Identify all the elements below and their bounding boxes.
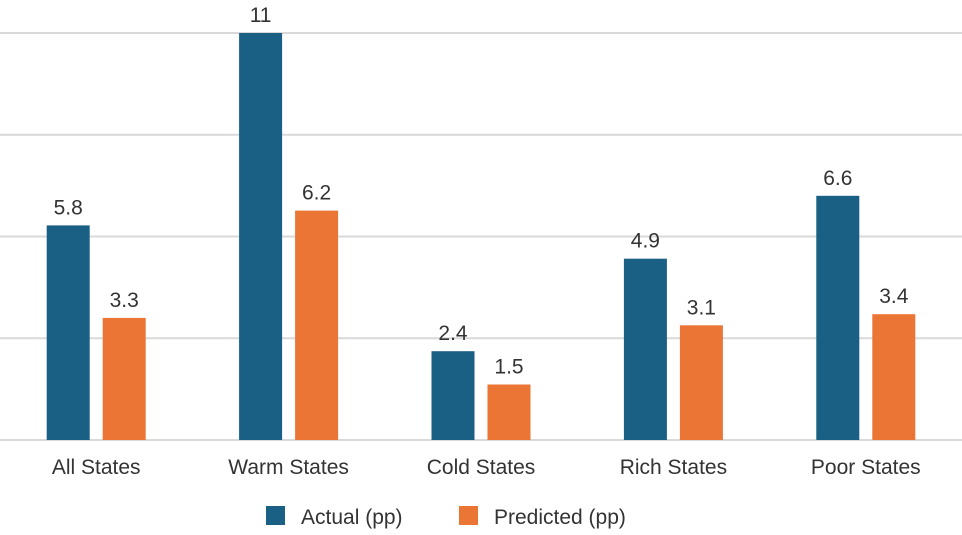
data-label: 3.3 [110, 289, 139, 312]
bar-actual [816, 195, 860, 440]
x-tick-label: Warm States [228, 456, 349, 479]
legend: Actual (pp) Predicted (pp) [266, 506, 626, 529]
data-label: 11 [250, 4, 272, 27]
gridlines [0, 32, 962, 441]
bar-predicted [872, 314, 916, 440]
legend-swatch-actual [266, 506, 285, 525]
legend-swatch-predicted [459, 506, 478, 525]
data-label: 3.4 [879, 285, 909, 308]
data-label: 3.1 [687, 296, 716, 319]
x-tick-label: Poor States [811, 456, 921, 479]
x-tick-label: Cold States [427, 456, 536, 479]
bar-predicted [679, 325, 723, 440]
data-label: 2.4 [438, 322, 468, 345]
data-label: 1.5 [494, 356, 523, 379]
x-tick-label: All States [52, 456, 141, 479]
data-label: 6.6 [823, 167, 852, 190]
bar-actual [623, 258, 667, 440]
bar-actual [46, 225, 90, 440]
bar-predicted [487, 384, 531, 440]
x-tick-label: Rich States [620, 456, 727, 479]
bar-predicted [295, 210, 339, 440]
data-label: 4.9 [631, 230, 660, 253]
bar-actual [239, 33, 283, 440]
data-labels: 5.8 3.3 11 6.2 2.4 1.5 4.9 3.1 6.6 3.4 [54, 4, 909, 379]
data-label: 6.2 [302, 182, 331, 205]
bars [46, 33, 916, 440]
data-label: 5.8 [54, 196, 83, 219]
x-axis-tick-labels: All States Warm States Cold States Rich Sta… [52, 456, 921, 479]
legend-label-predicted: Predicted (pp) [494, 506, 626, 529]
legend-label-actual: Actual (pp) [301, 506, 403, 529]
bar-predicted [102, 317, 146, 440]
bar-actual [431, 351, 475, 440]
